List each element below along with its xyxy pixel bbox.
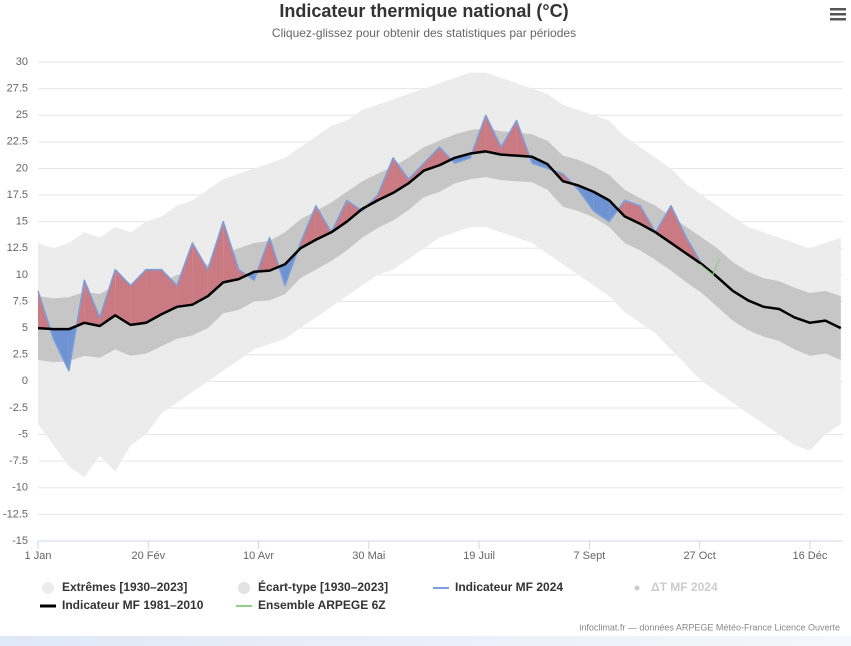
legend-label[interactable]: ΔT MF 2024 (651, 580, 718, 594)
anomaly-fill (501, 120, 517, 156)
plot-area (37, 61, 843, 542)
x-tick-label: 27 Oct (683, 550, 715, 562)
y-tick-label: 15 (16, 216, 28, 228)
legend-item[interactable]: Écart-type [1930–2023] (238, 579, 388, 594)
anomaly-fill (130, 269, 147, 325)
anomaly-fill (53, 329, 69, 371)
range-band (38, 127, 841, 363)
y-tick-label: -5 (18, 428, 28, 440)
legend-symbol (238, 582, 250, 594)
x-tick-label: 10 Avr (243, 550, 274, 562)
legend-item[interactable]: Indicateur MF 1981–2010 (40, 598, 204, 612)
legend-label[interactable]: Indicateur MF 2024 (455, 580, 563, 594)
y-tick-label: -10 (12, 482, 28, 494)
y-tick-label: -2.5 (9, 402, 28, 414)
anomaly-fill (609, 200, 619, 222)
y-tick-label: 0 (22, 375, 28, 387)
credits[interactable]: infoclimat.fr — données ARPEGE Météo-Fra… (579, 622, 840, 632)
legend-item[interactable]: Extrêmes [1930–2023] (42, 580, 187, 594)
anomaly-fill (423, 147, 440, 171)
range-band (38, 72, 841, 478)
x-tick-label: 19 Juil (463, 550, 495, 562)
anomaly-fill (315, 205, 332, 240)
menu-bar[interactable] (830, 18, 846, 21)
chart-title: Indicateur thermique national (°C) (279, 1, 568, 21)
legend-item[interactable]: Ensemble ARPEGE 6Z (236, 598, 386, 612)
anomaly-fill (670, 205, 687, 254)
anomaly-fill (146, 269, 162, 323)
x-tick-label: 30 Mai (352, 550, 385, 562)
anomaly-fill (192, 242, 208, 305)
y-tick-label: 7.5 (13, 295, 28, 307)
y-tick-label: 20 (16, 162, 28, 174)
anomaly-fill (485, 115, 502, 155)
legend-label[interactable]: Ensemble ARPEGE 6Z (258, 598, 386, 612)
anomaly-fill (115, 269, 131, 325)
legend-symbol (42, 582, 54, 594)
menu-button[interactable] (830, 8, 846, 21)
y-tick-label: -7.5 (9, 455, 28, 467)
y-tick-label: 5 (22, 322, 28, 334)
anomaly-fill (393, 157, 409, 193)
y-tick-label: 12.5 (7, 242, 28, 254)
anomaly-fill (161, 269, 177, 315)
x-tick-label: 1 Jan (25, 550, 52, 562)
anomaly-fill (223, 221, 239, 283)
legend-label[interactable]: Écart-type [1930–2023] (258, 579, 388, 594)
legend-symbol (634, 585, 640, 591)
series-line (37, 114, 703, 372)
series-line (37, 150, 842, 331)
x-tick-label: 7 Sept (573, 550, 605, 562)
y-tick-label: 10 (16, 269, 28, 281)
y-tick-label: 25 (16, 109, 28, 121)
anomaly-fill (176, 242, 193, 307)
menu-bar[interactable] (830, 8, 846, 11)
menu-bar[interactable] (830, 13, 846, 16)
y-tick-label: 27.5 (7, 83, 28, 95)
anomaly-fill (618, 200, 625, 217)
anomaly-fill (84, 280, 100, 326)
y-tick-label: -15 (12, 535, 28, 547)
chart-subtitle: Cliquez-glissez pour obtenir des statist… (272, 26, 576, 40)
y-tick-label: -12.5 (3, 508, 28, 520)
anomaly-fill (454, 153, 471, 164)
anomaly-fill (207, 221, 224, 297)
anomaly-fill (238, 269, 247, 280)
legend-item[interactable]: ΔT MF 2024 (634, 580, 718, 594)
x-tick-label: 20 Fév (131, 550, 165, 562)
series-line (699, 258, 721, 276)
y-tick-label: 30 (16, 56, 28, 68)
legend-label[interactable]: Extrêmes [1930–2023] (62, 580, 187, 594)
legend-label[interactable]: Indicateur MF 1981–2010 (62, 598, 204, 612)
anomaly-fill (346, 200, 361, 222)
footer-strip (0, 636, 851, 646)
legend-item[interactable]: Indicateur MF 2024 (433, 580, 563, 594)
y-tick-label: 22.5 (7, 136, 28, 148)
x-tick-label: 16 Déc (792, 550, 827, 562)
y-tick-label: 17.5 (7, 189, 28, 201)
legend: Extrêmes [1930–2023] Écart-type [1930–202… (40, 579, 718, 612)
y-tick-label: 2.5 (13, 349, 28, 361)
